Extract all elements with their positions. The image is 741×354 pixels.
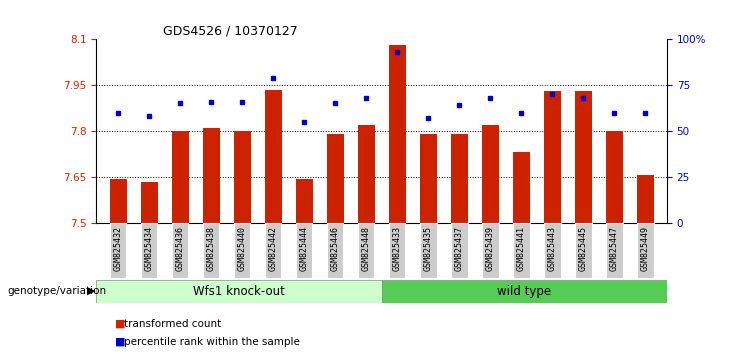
- Text: GSM825432: GSM825432: [113, 226, 122, 271]
- Bar: [419, 134, 436, 223]
- Bar: [605, 131, 622, 223]
- Text: ■: ■: [115, 337, 125, 347]
- Text: ■: ■: [115, 319, 125, 329]
- FancyBboxPatch shape: [419, 223, 436, 278]
- Bar: [233, 131, 250, 223]
- Text: GSM825439: GSM825439: [485, 226, 495, 271]
- Text: GSM825443: GSM825443: [548, 226, 556, 271]
- Bar: [327, 134, 344, 223]
- Text: genotype/variation: genotype/variation: [7, 286, 107, 296]
- Text: wild type: wild type: [497, 285, 551, 298]
- Bar: [171, 131, 188, 223]
- FancyBboxPatch shape: [233, 223, 250, 278]
- Text: GSM825438: GSM825438: [207, 226, 216, 271]
- Text: GSM825442: GSM825442: [268, 226, 278, 271]
- Text: Wfs1 knock-out: Wfs1 knock-out: [193, 285, 285, 298]
- Text: percentile rank within the sample: percentile rank within the sample: [124, 337, 300, 347]
- Text: GSM825447: GSM825447: [610, 226, 619, 271]
- Bar: [265, 90, 282, 223]
- Text: GSM825448: GSM825448: [362, 226, 370, 271]
- FancyBboxPatch shape: [606, 223, 622, 278]
- FancyBboxPatch shape: [451, 223, 468, 278]
- FancyBboxPatch shape: [482, 223, 499, 278]
- FancyBboxPatch shape: [637, 223, 654, 278]
- Text: GSM825437: GSM825437: [455, 226, 464, 271]
- Bar: [544, 91, 561, 223]
- FancyBboxPatch shape: [172, 223, 188, 278]
- FancyBboxPatch shape: [203, 223, 219, 278]
- Text: GSM825440: GSM825440: [238, 226, 247, 271]
- FancyBboxPatch shape: [575, 223, 591, 278]
- Text: GDS4526 / 10370127: GDS4526 / 10370127: [163, 25, 298, 38]
- FancyBboxPatch shape: [265, 223, 282, 278]
- Text: ▶: ▶: [87, 286, 95, 296]
- FancyBboxPatch shape: [110, 223, 127, 278]
- Bar: [141, 182, 158, 223]
- FancyBboxPatch shape: [96, 280, 382, 303]
- Text: GSM825445: GSM825445: [579, 226, 588, 271]
- Bar: [637, 176, 654, 223]
- FancyBboxPatch shape: [389, 223, 405, 278]
- FancyBboxPatch shape: [513, 223, 530, 278]
- Bar: [358, 125, 375, 223]
- Text: transformed count: transformed count: [124, 319, 222, 329]
- Bar: [202, 128, 219, 223]
- FancyBboxPatch shape: [382, 280, 667, 303]
- Bar: [451, 134, 468, 223]
- Bar: [296, 178, 313, 223]
- Text: GSM825433: GSM825433: [393, 226, 402, 271]
- Text: GSM825449: GSM825449: [641, 226, 650, 271]
- Text: GSM825434: GSM825434: [144, 226, 153, 271]
- Bar: [575, 91, 592, 223]
- FancyBboxPatch shape: [296, 223, 313, 278]
- FancyBboxPatch shape: [358, 223, 374, 278]
- Text: GSM825444: GSM825444: [299, 226, 308, 271]
- FancyBboxPatch shape: [327, 223, 344, 278]
- Text: GSM825435: GSM825435: [424, 226, 433, 271]
- Bar: [110, 178, 127, 223]
- FancyBboxPatch shape: [141, 223, 157, 278]
- Text: GSM825441: GSM825441: [516, 226, 525, 271]
- Text: GSM825436: GSM825436: [176, 226, 185, 271]
- Bar: [482, 125, 499, 223]
- Bar: [388, 45, 405, 223]
- Text: GSM825446: GSM825446: [330, 226, 339, 271]
- FancyBboxPatch shape: [544, 223, 560, 278]
- Bar: [513, 153, 530, 223]
